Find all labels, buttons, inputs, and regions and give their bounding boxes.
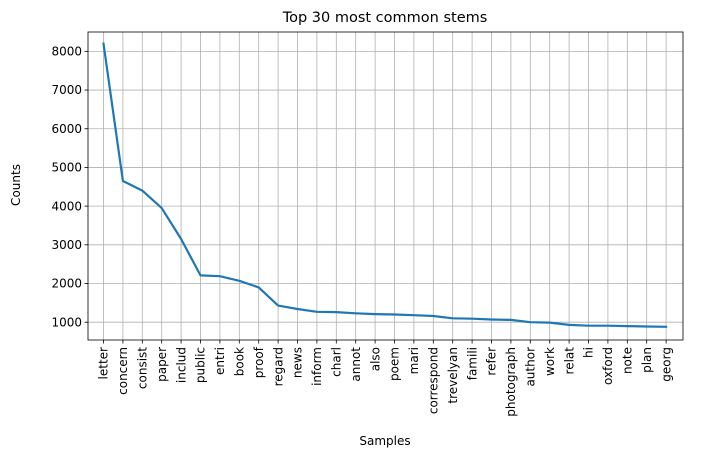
x-tick-label: paper: [155, 347, 169, 382]
plot-area-frame: [87, 31, 684, 341]
chart-title: Top 30 most common stems: [282, 10, 488, 26]
y-tick-label: 3000: [51, 238, 82, 252]
series-line-group: [102, 42, 668, 328]
x-tick-label: relat: [562, 347, 576, 375]
x-tick-label: note: [621, 347, 635, 374]
y-tick-label: 1000: [51, 315, 82, 329]
x-axis-ticks: letter concern consist paper includ public ent…: [97, 340, 673, 417]
x-tick-label: plan: [640, 347, 654, 373]
y-tick-label: 8000: [51, 45, 82, 59]
y-tick-label: 2000: [51, 277, 82, 291]
x-tick-label: letter: [97, 347, 111, 380]
x-tick-label: charl: [330, 347, 344, 377]
x-tick-label: news: [291, 347, 305, 378]
y-tick-label: 7000: [51, 83, 82, 97]
y-tick-label: 4000: [51, 199, 82, 213]
x-tick-label: correspond: [427, 347, 441, 414]
x-tick-label: regard: [271, 347, 285, 386]
x-tick-label: public: [194, 347, 208, 383]
y-tick-label: 6000: [51, 122, 82, 136]
x-tick-label: book: [233, 347, 247, 376]
axes-frame: [87, 31, 684, 341]
x-tick-label: oxford: [601, 347, 615, 385]
x-tick-label: georg: [659, 347, 673, 382]
x-tick-label: inform: [310, 347, 324, 386]
grid-lines: [88, 32, 683, 340]
x-tick-label: hi: [582, 347, 596, 358]
y-axis-ticks: 1000 2000 3000 4000 5000 6000 7000 8000: [51, 45, 88, 329]
x-tick-label: annot: [349, 347, 363, 382]
y-tick-label: 5000: [51, 161, 82, 175]
x-tick-label: famili: [465, 347, 479, 380]
y-axis-label: Counts: [9, 164, 23, 206]
x-tick-label: photograph: [504, 347, 518, 417]
x-tick-label: includ: [174, 347, 188, 383]
x-tick-label: also: [368, 347, 382, 371]
x-tick-label: proof: [252, 346, 266, 378]
x-tick-label: trevelyan: [446, 347, 460, 404]
x-tick-label: author: [524, 347, 538, 387]
x-tick-label: poem: [388, 347, 402, 381]
x-tick-label: entri: [213, 347, 227, 375]
x-tick-label: consist: [136, 347, 150, 389]
series-line: [102, 42, 668, 328]
x-tick-label: concern: [116, 347, 130, 395]
x-tick-label: work: [543, 347, 557, 376]
x-tick-label: refer: [485, 347, 499, 376]
x-tick-label: mari: [407, 347, 421, 374]
x-axis-label: Samples: [359, 434, 410, 448]
